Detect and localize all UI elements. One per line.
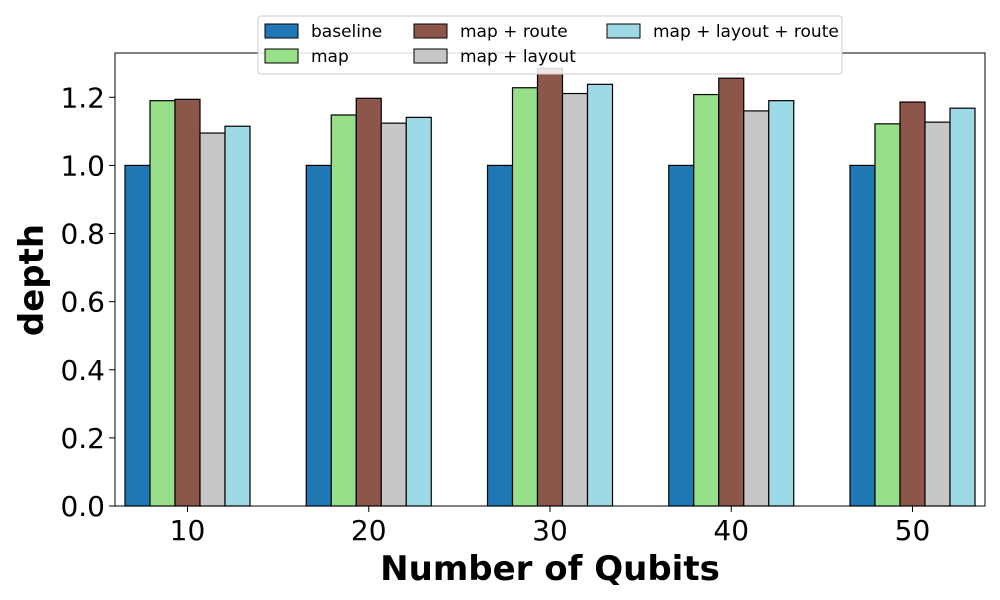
x-tick-label: 20 — [351, 514, 387, 547]
bar-baseline-10 — [124, 164, 151, 507]
y-tick-label: 1.0 — [60, 149, 105, 182]
legend-swatch-map — [264, 48, 299, 64]
x-tick-label: 50 — [895, 514, 931, 547]
bar-map-layout-40 — [743, 110, 770, 507]
y-axis-title: depth — [12, 224, 52, 336]
bar-map-layout-route-20 — [405, 116, 432, 507]
bar-map-layout-50 — [924, 121, 951, 507]
bar-map-layout-route-50 — [949, 107, 976, 507]
bar-map-30 — [511, 87, 539, 507]
bar-baseline-20 — [305, 164, 332, 507]
bar-map-layout-20 — [380, 122, 407, 507]
legend-label-map-layout: map + layout — [460, 47, 576, 67]
bar-map-route-10 — [174, 98, 201, 507]
bar-map-layout-route-10 — [224, 125, 251, 507]
x-axis-title: Number of Qubits — [380, 549, 720, 589]
bar-map-20 — [330, 114, 357, 507]
legend-swatch-map-route — [413, 23, 448, 39]
y-tick-label: 0.8 — [60, 218, 105, 251]
legend-frame — [257, 15, 843, 75]
bar-map-10 — [149, 100, 176, 507]
bar-baseline-50 — [849, 164, 876, 507]
y-tick-label: 0.2 — [60, 422, 105, 455]
bar-map-route-30 — [536, 67, 564, 507]
bar-map-layout-route-30 — [586, 83, 614, 507]
legend-label-baseline: baseline — [311, 22, 382, 42]
x-axis: 10 20 30 40 50 — [170, 506, 931, 547]
bar-baseline-30 — [486, 164, 514, 507]
legend-swatch-map-layout-route — [606, 23, 641, 39]
bar-map-layout-30 — [561, 92, 589, 507]
legend-label-map-route: map + route — [460, 22, 568, 42]
x-tick-label: 10 — [170, 514, 206, 547]
bar-map-route-50 — [899, 101, 926, 507]
legend-swatch-map-layout — [413, 48, 448, 64]
bar-baseline-40 — [668, 164, 695, 507]
y-tick-label: 0.6 — [60, 286, 105, 319]
legend-label-map: map — [311, 47, 349, 67]
x-tick-label: 30 — [532, 514, 568, 547]
bar-map-40 — [693, 93, 720, 507]
bar-map-layout-10 — [199, 132, 226, 507]
legend-swatch-baseline — [264, 23, 299, 39]
legend-label-map-layout-route: map + layout + route — [653, 22, 839, 42]
y-tick-label: 0.0 — [60, 490, 105, 523]
legend: baseline map map + route map + layout map + … — [257, 15, 843, 75]
y-axis: 0.0 0.2 0.4 0.6 0.8 1.0 1.2 — [60, 81, 115, 523]
bars-group — [124, 67, 976, 507]
bar-map-50 — [874, 123, 901, 507]
y-tick-label: 1.2 — [60, 81, 105, 114]
bar-map-route-40 — [718, 77, 745, 507]
y-tick-label: 0.4 — [60, 354, 105, 387]
bar-map-route-20 — [355, 97, 382, 507]
x-tick-label: 40 — [713, 514, 749, 547]
bar-map-layout-route-40 — [768, 100, 795, 507]
